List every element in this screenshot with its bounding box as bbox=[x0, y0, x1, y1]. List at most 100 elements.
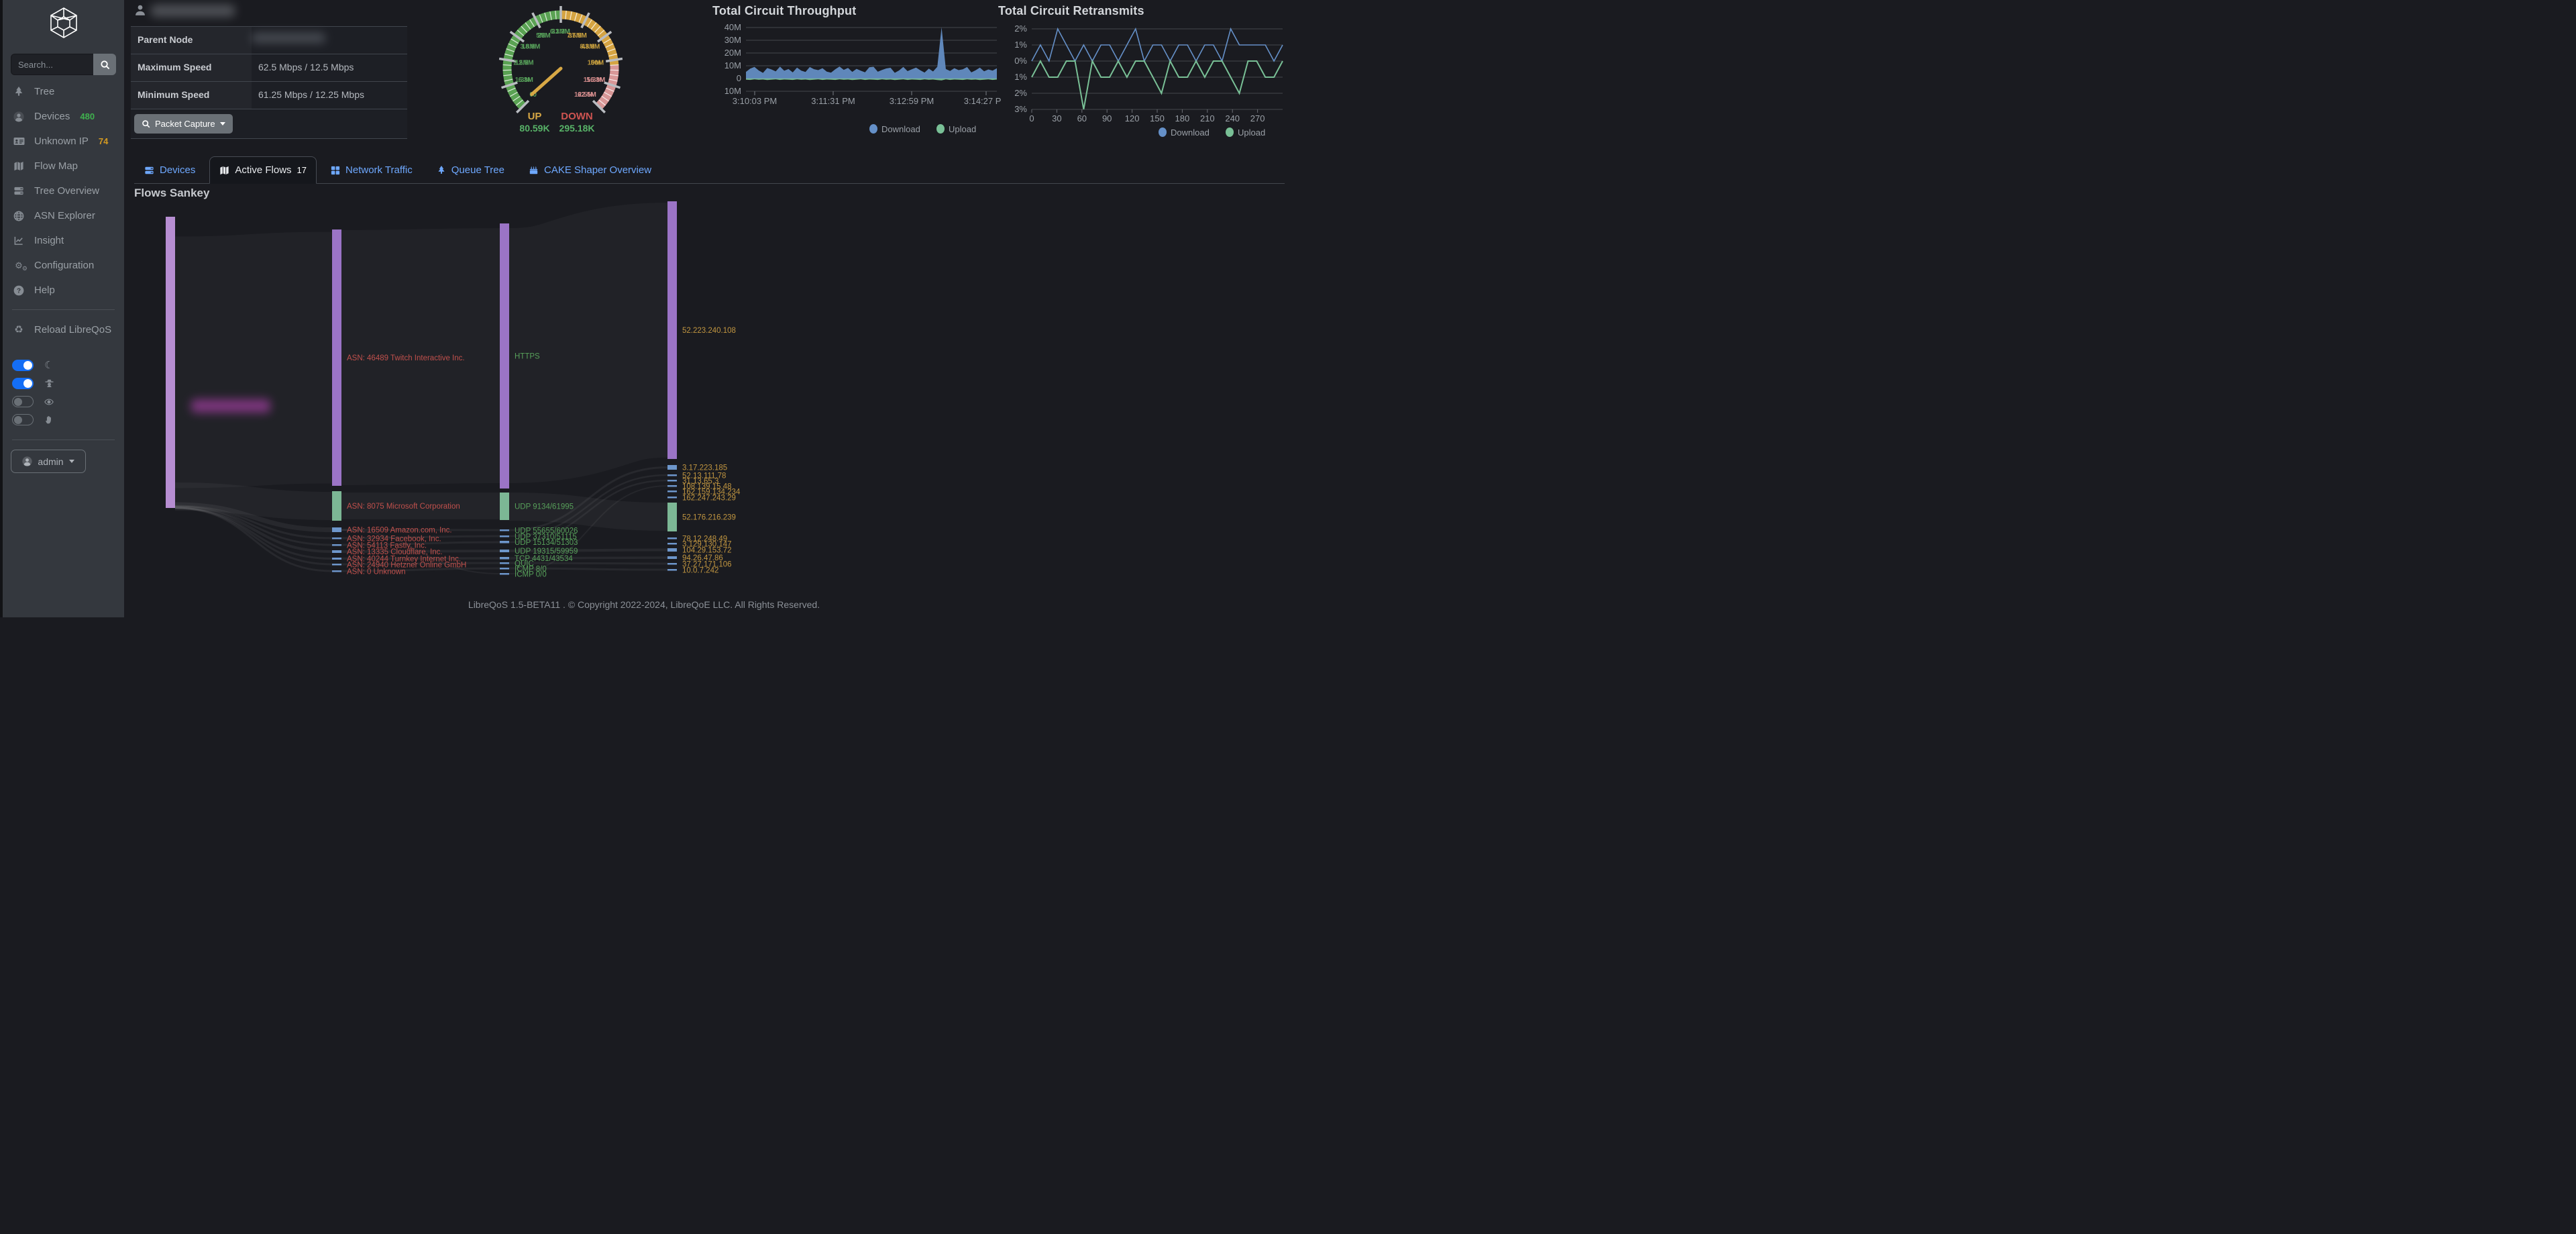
chart-text: 2% bbox=[1014, 88, 1027, 98]
gears-icon: ⚙ ⚙ bbox=[15, 260, 28, 272]
sankey-node[interactable] bbox=[667, 491, 677, 493]
sidebar-item-asn-explorer[interactable]: ASN Explorer bbox=[3, 203, 124, 228]
sankey-node[interactable] bbox=[332, 558, 341, 560]
sidebar-item-insight[interactable]: Insight bbox=[3, 228, 124, 253]
sankey-node[interactable] bbox=[667, 563, 677, 565]
reload-libreqos-button[interactable]: ♻ Reload LibreQoS bbox=[3, 317, 124, 342]
unknown-ip-count-badge: 74 bbox=[98, 136, 109, 146]
sankey-link bbox=[175, 358, 332, 362]
chart-text: 12.5M bbox=[515, 59, 534, 66]
chart-text: 0 bbox=[533, 91, 537, 99]
sankey-link bbox=[508, 567, 668, 571]
chart-text: 80.59K bbox=[519, 123, 549, 134]
sidebar: Tree Devices 480 Unknown IP 74 Flow Map … bbox=[3, 0, 124, 617]
sankey-node[interactable] bbox=[500, 541, 509, 544]
search-input[interactable] bbox=[11, 54, 93, 75]
admin-label: admin bbox=[38, 456, 64, 467]
sankey-node[interactable] bbox=[166, 217, 175, 508]
sidebar-item-help[interactable]: ? Help bbox=[3, 278, 124, 303]
sankey-node[interactable] bbox=[667, 556, 677, 559]
sankey-node[interactable] bbox=[500, 529, 509, 531]
sankey-node[interactable] bbox=[500, 557, 509, 560]
sankey-node[interactable] bbox=[500, 493, 509, 520]
sankey-node[interactable] bbox=[500, 535, 509, 537]
sankey-node[interactable] bbox=[332, 527, 341, 532]
chart-text: 2.5M bbox=[514, 59, 529, 66]
sankey-link bbox=[341, 567, 500, 572]
sankey-node[interactable] bbox=[332, 564, 341, 566]
sankey-node[interactable] bbox=[667, 548, 677, 552]
circuit-info-table: Parent Node Maximum Speed 62.5 Mbps / 12… bbox=[131, 26, 407, 139]
sidebar-item-unknown-ip[interactable]: Unknown IP 74 bbox=[3, 129, 124, 154]
chart-text: ASN: 16509 Amazon.com, Inc. bbox=[347, 527, 452, 535]
sankey-node[interactable] bbox=[500, 568, 509, 570]
libreqos-cube-icon bbox=[3, 0, 124, 39]
sidebar-item-devices[interactable]: Devices 480 bbox=[3, 104, 124, 129]
sankey-node[interactable] bbox=[332, 537, 341, 539]
admin-menu-button[interactable]: admin bbox=[11, 450, 86, 473]
search-button[interactable] bbox=[93, 54, 116, 75]
sankey-node[interactable] bbox=[667, 537, 677, 539]
eye-toggle[interactable] bbox=[12, 396, 34, 407]
sankey-node[interactable] bbox=[500, 223, 509, 489]
sankey-node[interactable] bbox=[667, 480, 677, 482]
sankey-link bbox=[341, 541, 500, 546]
grid-icon bbox=[331, 166, 340, 174]
chart-text: UDP 9134/61995 bbox=[515, 503, 574, 511]
sankey-link bbox=[509, 330, 667, 356]
parent-node-value[interactable] bbox=[252, 27, 407, 54]
sankey-node[interactable] bbox=[667, 465, 677, 470]
chart-text: QUIC bbox=[515, 560, 534, 568]
chart-text: 31.13.65.3 bbox=[682, 477, 718, 485]
sankey-node[interactable] bbox=[667, 543, 677, 545]
chart-text: 10.0.7.242 bbox=[682, 566, 718, 574]
sankey-node[interactable] bbox=[667, 485, 677, 487]
sidebar-item-flow-map[interactable]: Flow Map bbox=[3, 154, 124, 178]
sidebar-item-tree-overview[interactable]: Tree Overview bbox=[3, 178, 124, 203]
sankey-link bbox=[508, 485, 668, 574]
sankey-node[interactable] bbox=[332, 550, 341, 553]
search-icon bbox=[100, 60, 109, 69]
sidebar-item-tree[interactable]: Tree bbox=[3, 79, 124, 104]
sankey-node[interactable] bbox=[332, 491, 341, 521]
tab-network-traffic[interactable]: Network Traffic bbox=[321, 156, 423, 184]
chart-text: 162.247.243.29 bbox=[682, 494, 736, 502]
chart-text: 120 bbox=[1125, 113, 1140, 123]
sankey-node[interactable] bbox=[332, 229, 341, 486]
chart-text: 6.3M bbox=[550, 28, 565, 36]
tab-devices[interactable]: Devices bbox=[134, 156, 205, 184]
sankey-link bbox=[508, 493, 668, 531]
search-icon bbox=[142, 120, 150, 128]
redacted-circuit-name bbox=[151, 5, 235, 17]
sankey-node[interactable] bbox=[332, 570, 341, 572]
sankey-node[interactable] bbox=[332, 544, 341, 546]
chart-text: Upload bbox=[1238, 127, 1265, 138]
sankey-node[interactable] bbox=[500, 573, 509, 575]
sankey-node[interactable] bbox=[667, 474, 677, 476]
sankey-node[interactable] bbox=[667, 569, 677, 571]
chart-text: UDP 19315/59959 bbox=[515, 548, 578, 556]
svg-text:?: ? bbox=[17, 287, 21, 295]
packet-capture-button[interactable]: Packet Capture bbox=[134, 114, 233, 134]
dark-mode-toggle[interactable] bbox=[12, 359, 34, 371]
tab-active-flows[interactable]: Active Flows 17 bbox=[209, 156, 317, 184]
sankey-node[interactable] bbox=[500, 562, 509, 564]
chart-text: ASN: 8075 Microsoft Corporation bbox=[347, 503, 460, 511]
sidebar-item-configuration[interactable]: ⚙ ⚙ Configuration bbox=[3, 253, 124, 278]
tree-icon bbox=[12, 86, 25, 97]
sankey-node[interactable] bbox=[667, 497, 677, 499]
sankey-node[interactable] bbox=[667, 201, 677, 459]
sankey-link bbox=[508, 562, 668, 565]
sankey-node[interactable] bbox=[667, 503, 677, 531]
chart-text: 240 bbox=[1225, 113, 1240, 123]
tab-queue-tree[interactable]: Queue Tree bbox=[427, 156, 515, 184]
redact-toggle[interactable] bbox=[12, 378, 34, 389]
tab-cake-shaper-overview[interactable]: CAKE Shaper Overview bbox=[519, 156, 661, 184]
sankey-node[interactable] bbox=[500, 550, 509, 552]
hand-toggle[interactable] bbox=[12, 414, 34, 425]
chart-line-icon bbox=[12, 236, 25, 246]
chart-text: 104.29.153.72 bbox=[682, 547, 732, 555]
chart-text: 210 bbox=[1200, 113, 1215, 123]
table-row: Packet Capture bbox=[131, 109, 407, 139]
